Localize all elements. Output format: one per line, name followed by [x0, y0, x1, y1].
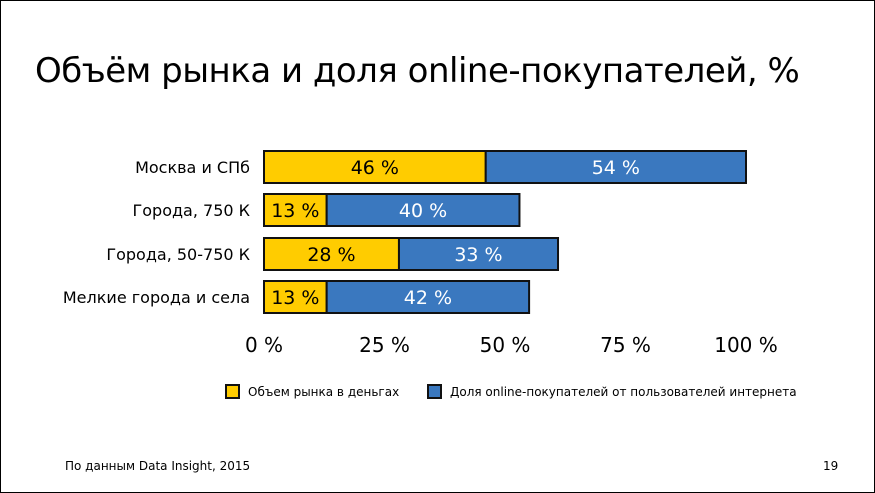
data-label: 13 % — [271, 287, 319, 309]
data-label: 40 % — [399, 200, 447, 222]
bar-segment-online — [325, 280, 531, 314]
data-label: 13 % — [271, 200, 319, 222]
bar-segment-online — [397, 237, 560, 271]
x-tick-label: 25 % — [359, 333, 410, 357]
bar-segment-online — [484, 150, 747, 184]
legend-item-market: Объем рынка в деньгах — [225, 384, 399, 399]
category-label: Москва и СПб — [135, 158, 250, 177]
bar-segment-market — [263, 237, 400, 271]
category-label: Города, 750 К — [132, 201, 250, 220]
bar-segment-market — [263, 150, 487, 184]
data-label: 28 % — [307, 244, 355, 266]
data-label: 54 % — [592, 157, 640, 179]
source-note: По данным Data Insight, 2015 — [65, 459, 251, 473]
x-tick-label: 0 % — [245, 333, 283, 357]
legend-swatch-online — [427, 384, 442, 399]
data-label: 33 % — [454, 244, 502, 266]
legend-swatch-market — [225, 384, 240, 399]
data-label: 42 % — [404, 287, 452, 309]
page-number: 19 — [823, 459, 839, 473]
slide-title: Объём рынка и доля online-покупателей, % — [35, 51, 800, 91]
bar-segment-market — [263, 193, 328, 227]
legend-label-online: Доля online-покупателей от пользователей… — [450, 384, 797, 399]
x-tick-label: 75 % — [600, 333, 651, 357]
x-tick-label: 50 % — [480, 333, 531, 357]
legend-item-online: Доля online-покупателей от пользователей… — [427, 384, 797, 399]
category-label: Мелкие города и села — [63, 288, 250, 307]
legend-label-market: Объем рынка в деньгах — [248, 384, 400, 399]
bar-segment-online — [325, 193, 521, 227]
data-label: 46 % — [351, 157, 399, 179]
x-tick-label: 100 % — [714, 333, 778, 357]
category-label: Города, 50-750 К — [106, 245, 250, 264]
